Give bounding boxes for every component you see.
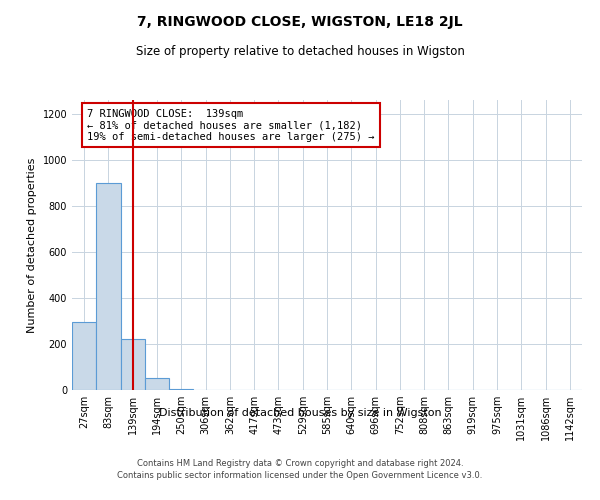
Bar [96, 183, 121, 390]
Text: Size of property relative to detached houses in Wigston: Size of property relative to detached ho… [136, 45, 464, 58]
Text: Distribution of detached houses by size in Wigston: Distribution of detached houses by size … [158, 408, 442, 418]
Bar [169, 389, 193, 390]
Bar [145, 378, 169, 390]
Bar [72, 322, 96, 390]
Y-axis label: Number of detached properties: Number of detached properties [27, 158, 37, 332]
Text: 7 RINGWOOD CLOSE:  139sqm
← 81% of detached houses are smaller (1,182)
19% of se: 7 RINGWOOD CLOSE: 139sqm ← 81% of detach… [88, 108, 375, 142]
Text: Contains HM Land Registry data © Crown copyright and database right 2024.
Contai: Contains HM Land Registry data © Crown c… [118, 458, 482, 480]
Bar [121, 340, 145, 390]
Text: 7, RINGWOOD CLOSE, WIGSTON, LE18 2JL: 7, RINGWOOD CLOSE, WIGSTON, LE18 2JL [137, 15, 463, 29]
